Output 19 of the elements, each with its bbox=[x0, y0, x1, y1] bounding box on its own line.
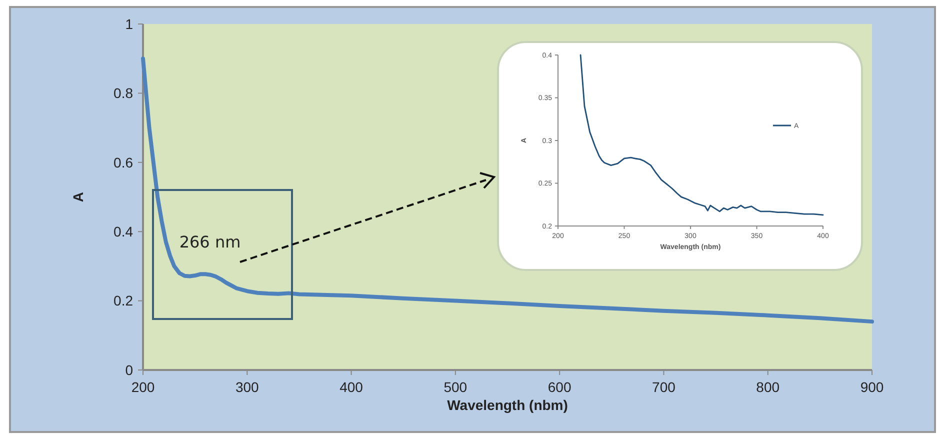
x-tick-label: 900 bbox=[860, 379, 884, 395]
y-tick-label: 0.2 bbox=[114, 292, 134, 309]
y-axis-title: A bbox=[70, 192, 86, 202]
x-tick-label: 300 bbox=[235, 379, 260, 395]
y-tick-label: 0.4 bbox=[114, 224, 134, 240]
y-tick-label: 0 bbox=[125, 362, 134, 378]
x-tick-label: 500 bbox=[444, 379, 468, 395]
x-axis-title: Wavelength (nbm) bbox=[447, 397, 568, 413]
x-tick-label: 800 bbox=[756, 379, 780, 395]
y-tick-label: 1 bbox=[125, 16, 134, 32]
annotation: 266 nm bbox=[179, 232, 241, 252]
x-tick-label: 200 bbox=[131, 379, 155, 395]
line-series bbox=[580, 54, 824, 216]
x-tick-label: 400 bbox=[340, 379, 364, 395]
y-tick-label: 0.8 bbox=[114, 85, 134, 102]
y-tick-label: 0.6 bbox=[114, 154, 134, 170]
line-series bbox=[141, 56, 874, 324]
x-tick-label: 600 bbox=[548, 379, 572, 395]
x-tick-label: 700 bbox=[652, 379, 676, 395]
